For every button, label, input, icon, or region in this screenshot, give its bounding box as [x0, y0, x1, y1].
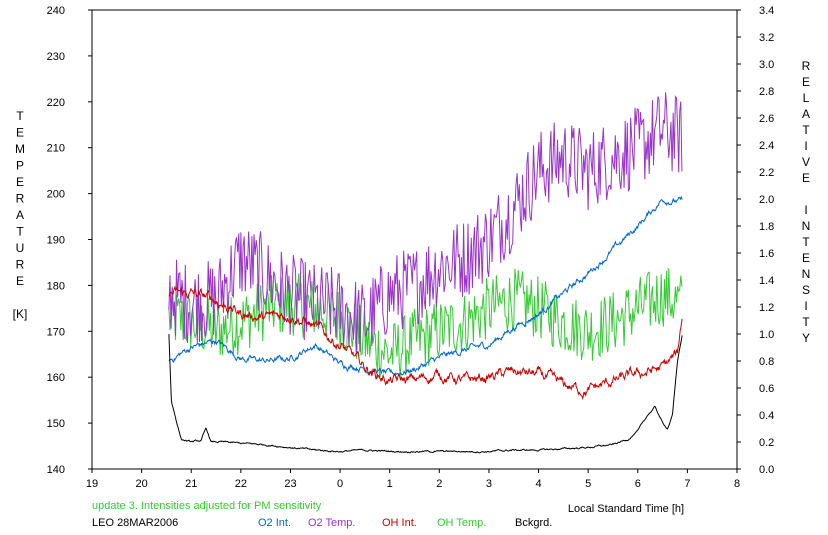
y-right-tick-label: 0.2 — [759, 437, 774, 449]
y-left-title-letter: E — [16, 274, 24, 288]
y-right-title-letter: E — [802, 251, 810, 265]
y-right-title-letter: S — [802, 283, 810, 297]
legend-item: O2 Temp. — [308, 517, 356, 529]
x-tick-label: 7 — [684, 478, 690, 490]
y-right-tick-label: 1.6 — [759, 248, 774, 260]
series-line-o2-temp — [168, 92, 683, 355]
y-right-tick-label: 2.2 — [759, 167, 774, 179]
y-left-tick-label: 240 — [47, 5, 65, 17]
y-right-tick-label: 2.4 — [759, 140, 774, 152]
y-right-title-letter: V — [802, 155, 810, 169]
y-right-title-letter: N — [802, 219, 811, 233]
y-right-title-letter: E — [802, 171, 810, 185]
y-left-title-letter: P — [16, 159, 24, 173]
y-left-title-letter: A — [16, 208, 24, 222]
y-right-title-letter: T — [802, 315, 810, 329]
y-right-title-letter: A — [802, 107, 810, 121]
legend: O2 Int. O2 Temp. OH Int. OH Temp. Bckgrd. — [258, 517, 552, 529]
y-left-tick-label: 160 — [47, 372, 65, 384]
y-right-tick-label: 1.8 — [759, 221, 774, 233]
y-right-title-letter: L — [803, 91, 810, 105]
y-left-tick-label: 220 — [47, 97, 65, 109]
series-line-o2-int — [168, 195, 683, 377]
y-left-title-letter: [K] — [13, 307, 28, 321]
series-line-oh-int — [168, 285, 683, 401]
x-tick-label: 19 — [86, 478, 98, 490]
y-left-title-letter: E — [16, 126, 24, 140]
x-tick-label: 20 — [135, 478, 147, 490]
x-tick-label: 8 — [734, 478, 740, 490]
y-right-tick-label: 1.2 — [759, 302, 774, 314]
x-tick-label: 4 — [535, 478, 541, 490]
x-tick-label: 23 — [284, 478, 296, 490]
y-left-tick-label: 200 — [47, 189, 65, 201]
station-label: LEO 28MAR2006 — [92, 517, 178, 529]
legend-item: OH Int. — [382, 517, 417, 529]
y-right-tick-label: 2.0 — [759, 194, 774, 206]
y-left-tick-label: 170 — [47, 326, 65, 338]
y-right-tick-label: 0.8 — [759, 356, 774, 368]
x-axis-title: Local Standard Time [h] — [568, 503, 684, 515]
y-left-tick-label: 180 — [47, 280, 65, 292]
y-left-title-letter: E — [16, 175, 24, 189]
y-right-tick-label: 1.4 — [759, 275, 774, 287]
y-right-title-letter: I — [804, 299, 807, 313]
y-right-title-letter: Y — [802, 331, 810, 345]
y-left-title-letter: R — [16, 258, 25, 272]
y-right-tick-label: 3.4 — [759, 5, 774, 17]
y-right-title-letter: R — [802, 59, 811, 73]
x-axis: 19 20 21 22 23 0 1 2 3 4 5 6 7 8 — [86, 469, 740, 490]
y-right-title-letter: N — [802, 267, 811, 281]
y-left-tick-label: 140 — [47, 464, 65, 476]
y-right-tick-label: 3.0 — [759, 59, 774, 71]
x-tick-label: 0 — [337, 478, 343, 490]
plot-frame — [91, 9, 738, 470]
y-right-title-letter: I — [804, 139, 807, 153]
x-tick-label: 1 — [387, 478, 393, 490]
x-tick-label: 21 — [185, 478, 197, 490]
y-right-title-letter: T — [802, 123, 810, 137]
y-left-tick-label: 230 — [47, 51, 65, 63]
y-left-title-letter: M — [15, 142, 25, 156]
x-tick-label: 2 — [436, 478, 442, 490]
y-right-title-letter: T — [802, 235, 810, 249]
y-left-tick-label: 210 — [47, 143, 65, 155]
y-left-tick-label: 150 — [47, 418, 65, 430]
y-left-title-letter: T — [16, 225, 24, 239]
y-right-tick-label: 0.0 — [759, 464, 774, 476]
series-layer — [168, 92, 683, 454]
y-axis-left: 140 150 160 170 180 190 200 210 220 230 240 — [47, 5, 92, 476]
y-right-tick-label: 0.6 — [759, 383, 774, 395]
series-line-oh-temp — [168, 267, 683, 379]
y-right-tick-label: 0.4 — [759, 410, 774, 422]
y-right-tick-label: 2.6 — [759, 113, 774, 125]
y-left-tick-label: 190 — [47, 235, 65, 247]
y-left-title-letter: R — [16, 192, 25, 206]
y-axis-right: 0.0 0.2 0.4 0.6 0.8 1.0 1.2 1.4 1.6 1.8 2.0 2.2 2.4 2… — [737, 5, 774, 476]
y-right-tick-label: 3.2 — [759, 32, 774, 44]
y-right-tick-label: 1.0 — [759, 329, 774, 341]
chart-note: update 3. Intensities adjusted for PM se… — [92, 500, 322, 512]
y-left-title-letter: U — [16, 241, 25, 255]
x-tick-label: 5 — [585, 478, 591, 490]
series-line-bckgrd — [168, 334, 683, 454]
legend-item: Bckgrd. — [515, 517, 552, 529]
legend-item: O2 Int. — [258, 517, 291, 529]
y-right-title-letter: I — [804, 203, 807, 217]
x-tick-label: 22 — [235, 478, 247, 490]
x-tick-label: 6 — [635, 478, 641, 490]
y-left-title-letter: T — [16, 109, 24, 123]
y-right-title-letter: E — [802, 75, 810, 89]
legend-item: OH Temp. — [437, 517, 486, 529]
x-tick-label: 3 — [486, 478, 492, 490]
y-right-tick-label: 2.8 — [759, 86, 774, 98]
